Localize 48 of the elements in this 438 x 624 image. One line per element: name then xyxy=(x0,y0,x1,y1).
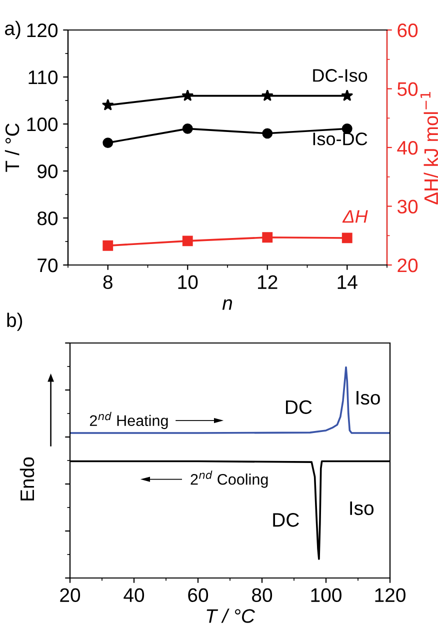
y2-tick-label: 60 xyxy=(398,23,418,38)
annotation: Iso xyxy=(350,502,374,516)
series-label: DC-Iso xyxy=(313,69,368,82)
text: b) xyxy=(7,312,22,331)
series-label: Iso-DC xyxy=(313,132,368,146)
x-tick-label: 80 xyxy=(252,588,272,602)
y2-tick-label: 30 xyxy=(397,200,418,214)
point xyxy=(102,138,114,148)
y-axis-title: T / °C xyxy=(4,123,20,172)
annotation: DC xyxy=(273,513,299,527)
y-tick-label: 110 xyxy=(28,70,58,84)
y-tick-label: 120 xyxy=(27,23,58,38)
point xyxy=(261,90,274,101)
y2-axis-title: ΔH/ kJ mol$^{−1}$ xyxy=(420,92,438,204)
x-tick-label: 10 xyxy=(178,275,198,290)
x-tick-label: 60 xyxy=(188,588,208,602)
x-tick-label: 12 xyxy=(258,275,278,289)
x-tick-label: 20 xyxy=(60,588,80,602)
x-tick-label: 40 xyxy=(124,588,144,602)
point xyxy=(262,232,273,243)
x-tick-label: 120 xyxy=(375,588,406,602)
point xyxy=(102,98,114,110)
annotation: 2$^{nd}$ Heating xyxy=(90,412,168,430)
y-tick-label: 70 xyxy=(38,258,58,272)
point xyxy=(182,123,193,134)
y-tick-label: 80 xyxy=(37,211,58,226)
annotation: 2$^{nd}$ Cooling xyxy=(190,470,268,488)
series-label: ΔH xyxy=(342,210,368,223)
point xyxy=(182,90,194,101)
x-axis-title: T / °C xyxy=(206,608,256,623)
text: a) xyxy=(5,20,20,40)
y2-tick-label: 40 xyxy=(397,140,418,155)
x-axis-title: n xyxy=(222,299,232,310)
annotation: Iso xyxy=(356,391,380,405)
x-tick-label: 100 xyxy=(311,588,342,602)
y2-tick-label: 50 xyxy=(398,82,418,96)
annotation: DC xyxy=(286,400,312,414)
x-tick-label: 14 xyxy=(338,275,358,289)
y-axis-title: Endo xyxy=(20,457,34,500)
y-tick-label: 100 xyxy=(27,117,58,132)
point xyxy=(102,240,114,251)
point xyxy=(342,232,352,244)
y-tick-label: 90 xyxy=(38,164,58,178)
point xyxy=(182,236,193,246)
x-tick-label: 8 xyxy=(103,275,112,290)
y2-tick-label: 20 xyxy=(398,258,418,272)
point xyxy=(341,90,354,101)
point xyxy=(262,128,273,139)
